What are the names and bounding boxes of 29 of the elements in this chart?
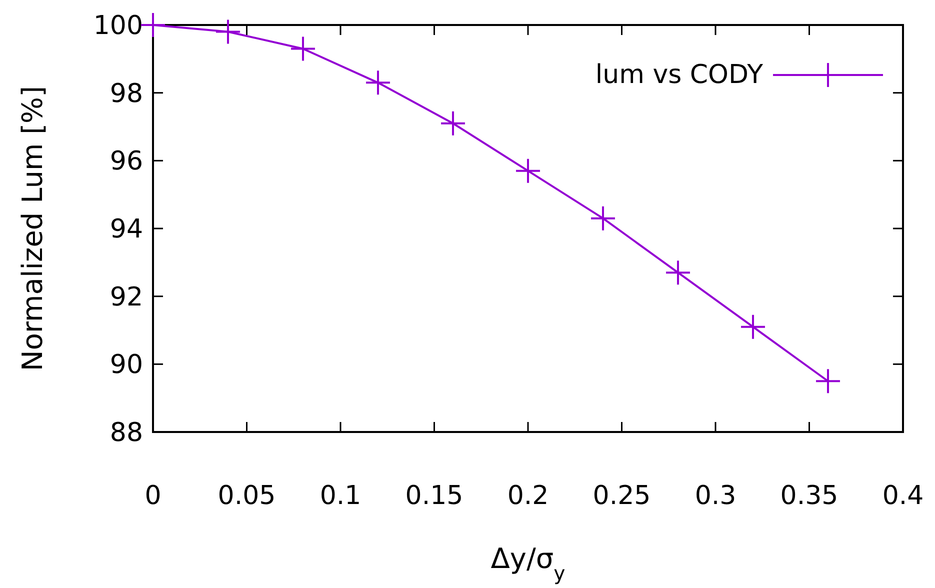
- x-tick-label: 0.3: [694, 481, 736, 511]
- point: [216, 20, 240, 44]
- x-tick-label: 0: [144, 481, 162, 511]
- x-tick-label: 0.2: [507, 481, 549, 511]
- point: [366, 70, 390, 95]
- point: [666, 260, 690, 285]
- legend-label: lum vs CODY: [595, 60, 764, 90]
- point: [441, 111, 465, 136]
- point: [816, 369, 840, 394]
- x-tick-label: 0.1: [320, 481, 362, 511]
- x-tick-label: 0.15: [405, 481, 464, 511]
- point: [516, 158, 540, 183]
- y-tick-label: 88: [110, 418, 143, 448]
- point: [141, 13, 165, 37]
- x-axis-title: Δy/σ$_{y}$: [490, 542, 566, 584]
- x-tick-label: 0.4: [882, 481, 924, 511]
- y-tick-label: 98: [110, 78, 143, 109]
- x-tick-label: 0.05: [218, 481, 276, 511]
- y-axis-title: Normalized Lum [%]: [16, 86, 49, 372]
- point: [741, 314, 765, 339]
- y-tick-label: 100: [93, 11, 143, 41]
- y-tick-label: 92: [110, 282, 143, 312]
- x-tick-label: 0.25: [592, 481, 651, 511]
- y-tick-label: 90: [110, 350, 143, 380]
- x-tick-label: 0.35: [780, 481, 838, 511]
- point: [591, 206, 615, 230]
- y-tick-label: 96: [110, 146, 143, 177]
- y-tick-label: 94: [110, 214, 143, 244]
- point: [291, 36, 315, 61]
